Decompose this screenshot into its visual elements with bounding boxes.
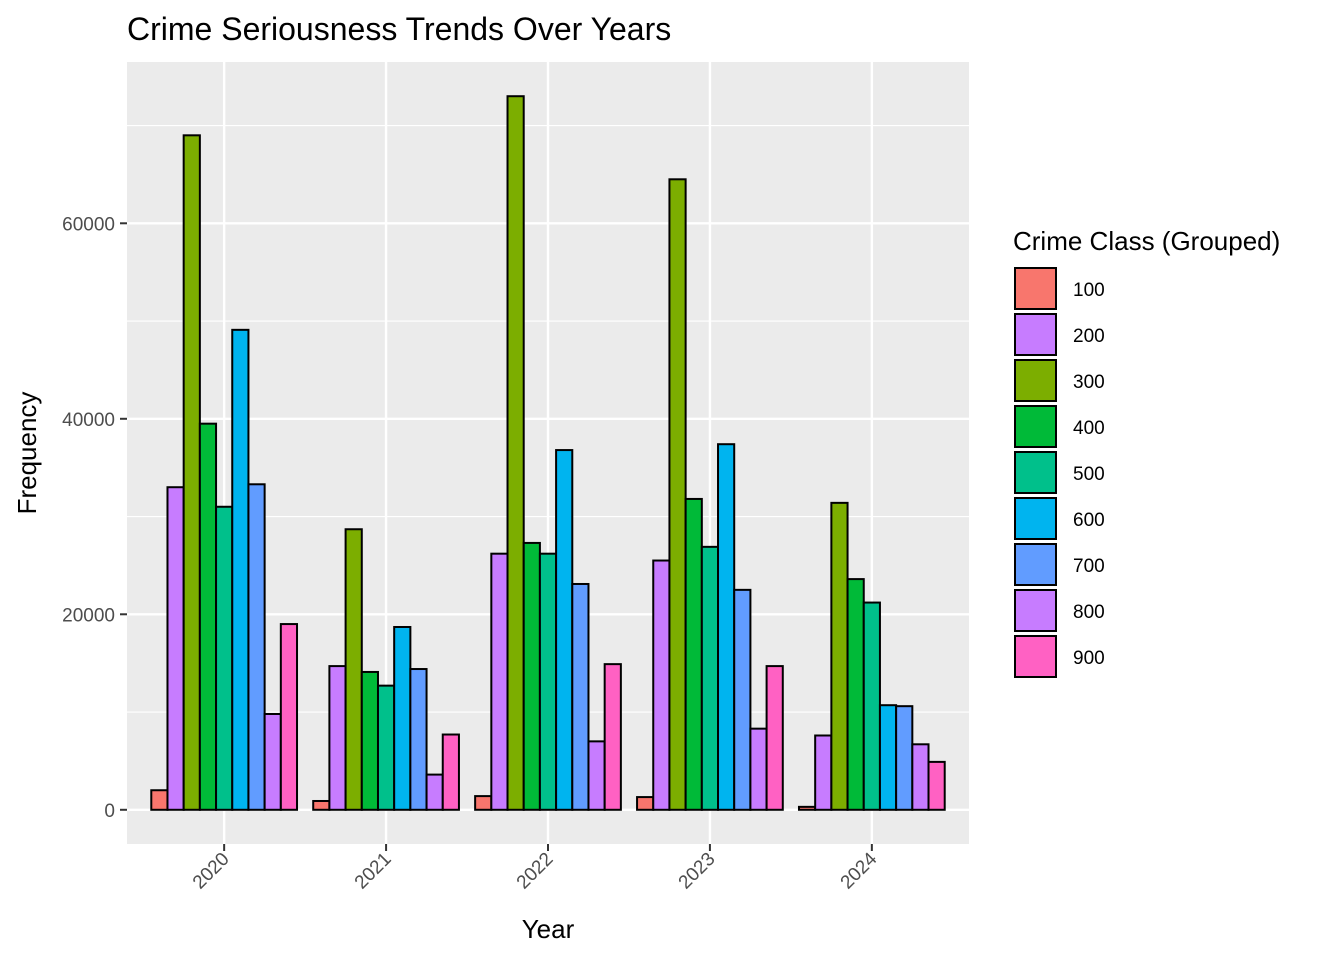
legend-key-600 [1014, 497, 1057, 540]
bar-500-2023 [700, 545, 720, 811]
bar-200-2021 [328, 665, 347, 811]
bar-400-2020 [198, 422, 218, 811]
legend-label-300: 300 [1073, 372, 1105, 393]
x-axis-title: Year [522, 914, 575, 944]
legend-key-900 [1014, 635, 1057, 678]
bar-500-2024 [862, 601, 881, 811]
y-axis-ticks: 0 20000 40000 60000 [62, 214, 127, 822]
legend-label-600: 600 [1073, 510, 1105, 531]
bar-400-2024 [846, 578, 865, 811]
x-tick-label: 2024 [837, 848, 882, 893]
bar-200-2024 [814, 734, 833, 811]
legend-key-200 [1014, 313, 1057, 356]
y-tick-label: 20000 [62, 605, 115, 626]
legend-label-100: 100 [1073, 280, 1105, 301]
bar-800-2021 [425, 773, 444, 811]
legend-label-700: 700 [1073, 556, 1105, 577]
legend-key-500 [1014, 451, 1057, 494]
bar-900-2020 [279, 623, 299, 811]
bar-500-2022 [538, 552, 558, 811]
bar-500-2020 [215, 505, 234, 811]
bar-100-2020 [150, 789, 169, 811]
bar-200-2020 [166, 486, 185, 811]
bar-300-2020 [182, 134, 201, 811]
legend-label-800: 800 [1073, 602, 1105, 623]
x-tick-label: 2023 [675, 849, 720, 894]
bar-100-2022 [474, 795, 493, 811]
bar-100-2024 [797, 805, 817, 811]
bar-400-2021 [360, 670, 379, 811]
x-axis-ticks: 2020 2021 2022 2023 2024 [189, 844, 882, 893]
bar-300-2021 [344, 528, 363, 811]
legend-label-400: 400 [1073, 418, 1105, 439]
bar-200-2023 [652, 559, 671, 811]
bar-800-2024 [911, 743, 930, 811]
bar-900-2022 [603, 663, 622, 811]
legend-label-900: 900 [1073, 648, 1105, 669]
bar-100-2023 [636, 796, 655, 811]
bar-700-2023 [733, 588, 752, 811]
chart-title: Crime Seriousness Trends Over Years [127, 11, 671, 47]
bar-400-2023 [684, 497, 703, 811]
bar-800-2023 [749, 727, 768, 811]
bar-200-2022 [490, 552, 509, 811]
bar-700-2022 [571, 582, 590, 811]
legend-key-100 [1014, 267, 1057, 310]
bar-700-2020 [247, 483, 266, 811]
bar-900-2024 [927, 760, 946, 811]
bar-600-2023 [717, 443, 736, 811]
legend-key-400 [1014, 405, 1057, 448]
bar-900-2021 [441, 733, 460, 811]
legend-label-200: 200 [1073, 326, 1105, 347]
bar-900-2023 [765, 665, 784, 811]
bar-700-2021 [409, 668, 428, 811]
bar-300-2024 [830, 501, 849, 811]
x-tick-label: 2021 [351, 849, 396, 894]
bar-300-2023 [668, 178, 687, 811]
bar-600-2021 [393, 625, 412, 811]
legend-key-300 [1014, 359, 1057, 402]
bar-400-2022 [522, 541, 541, 811]
bars [150, 95, 946, 811]
bar-700-2024 [895, 705, 914, 811]
bar-600-2020 [231, 328, 250, 811]
bar-100-2021 [312, 799, 331, 811]
x-tick-label: 2020 [189, 849, 234, 894]
legend-key-700 [1014, 543, 1057, 586]
y-tick-label: 40000 [62, 410, 115, 431]
y-axis-title: Frequency [12, 392, 42, 515]
legend: Crime Class (Grouped) 100 200 300 400 500 600… [1013, 226, 1280, 678]
y-tick-label: 60000 [62, 214, 115, 235]
bar-800-2020 [263, 712, 282, 811]
x-tick-label: 2022 [513, 849, 558, 894]
bar-600-2022 [555, 449, 574, 811]
y-tick-label: 0 [104, 801, 115, 822]
bar-500-2021 [376, 684, 396, 811]
legend-title: Crime Class (Grouped) [1013, 226, 1280, 256]
bar-600-2024 [878, 704, 898, 811]
legend-label-500: 500 [1073, 464, 1105, 485]
legend-key-800 [1014, 589, 1057, 632]
bar-800-2022 [587, 740, 606, 811]
bar-300-2022 [506, 95, 525, 811]
